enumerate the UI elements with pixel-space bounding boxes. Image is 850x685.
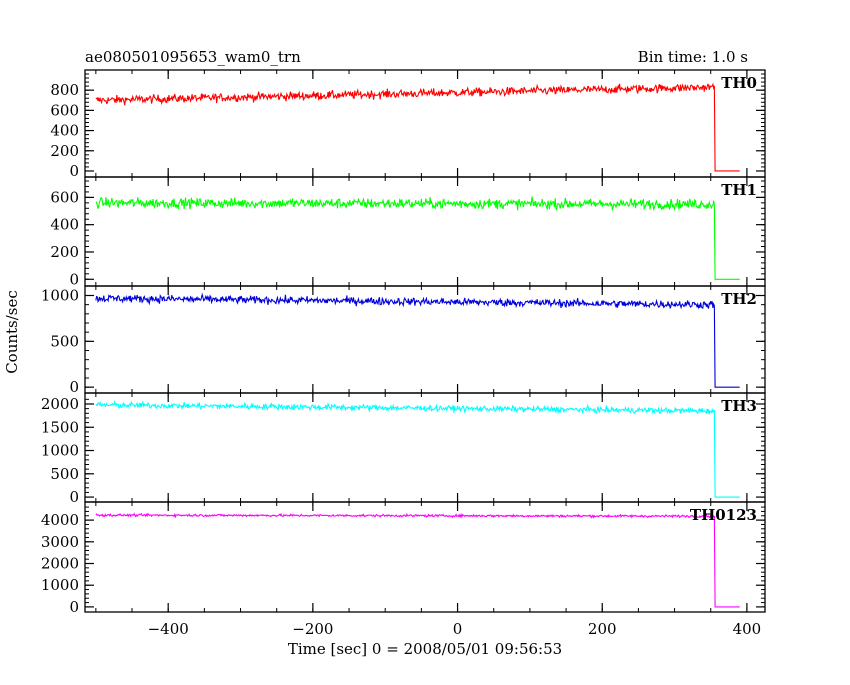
series-line-th0123 <box>95 512 740 608</box>
panel-th1: 0 200 400 600 TH1 <box>50 176 766 288</box>
y-tick-label: 0 <box>69 270 79 288</box>
y-tick-label: 1500 <box>41 418 79 436</box>
x-tick-label: −200 <box>292 620 333 638</box>
series-line-th1 <box>95 196 740 280</box>
panels: 0 200 400 600 800 TH0 0 200 400 600 TH1 0 500 1000 TH2… <box>41 69 766 616</box>
series-label-th0123: TH0123 <box>690 506 757 524</box>
bin-time-label: Bin time: 1.0 s <box>638 48 748 66</box>
y-tick-label: 1000 <box>41 442 79 460</box>
y-tick-label: 400 <box>50 216 79 234</box>
x-tick-label: −400 <box>148 620 189 638</box>
x-axis-title: Time [sec] 0 = 2008/05/01 09:56:53 <box>288 640 562 658</box>
panel-th3: 0 500 1000 1500 2000 TH3 <box>41 392 766 506</box>
series-label-th2: TH2 <box>721 290 757 308</box>
x-tick-label: 200 <box>588 620 617 638</box>
panel-frame <box>84 69 766 178</box>
x-axis: −400 −200 0 200 400 <box>148 620 762 638</box>
y-tick-label: 500 <box>50 465 79 483</box>
panel-th0123: 0 1000 2000 3000 4000 TH0123 <box>41 501 766 616</box>
panel-th0: 0 200 400 600 800 TH0 <box>50 69 766 180</box>
chart-title: ae080501095653_wam0_trn <box>85 48 301 66</box>
y-tick-label: 0 <box>69 162 79 180</box>
y-tick-label: 1000 <box>41 576 79 594</box>
y-tick-label: 400 <box>50 122 79 140</box>
series-label-th0: TH0 <box>721 74 757 92</box>
series-label-th3: TH3 <box>721 397 757 415</box>
x-tick-label: 400 <box>733 620 762 638</box>
y-tick-label: 500 <box>50 332 79 350</box>
series-line-th2 <box>95 292 740 388</box>
y-tick-label: 4000 <box>41 511 79 529</box>
panel-th2: 0 500 1000 TH2 <box>41 285 766 396</box>
y-tick-label: 800 <box>50 81 79 99</box>
y-tick-label: 600 <box>50 188 79 206</box>
panel-frame <box>84 501 766 613</box>
y-tick-label: 1000 <box>41 287 79 305</box>
y-tick-label: 0 <box>69 598 79 616</box>
y-tick-label: 0 <box>69 488 79 506</box>
y-tick-label: 0 <box>69 378 79 396</box>
y-tick-label: 200 <box>50 243 79 261</box>
y-tick-label: 200 <box>50 142 79 160</box>
x-tick-label: 0 <box>453 620 463 638</box>
y-axis-title: Counts/sec <box>3 290 21 374</box>
y-tick-label: 3000 <box>41 533 79 551</box>
series-label-th1: TH1 <box>721 181 757 199</box>
series-line-th0 <box>95 82 740 172</box>
y-tick-label: 600 <box>50 101 79 119</box>
y-tick-label: 2000 <box>41 395 79 413</box>
series-line-th3 <box>95 399 740 498</box>
panel-frame <box>84 176 766 287</box>
y-tick-label: 2000 <box>41 555 79 573</box>
